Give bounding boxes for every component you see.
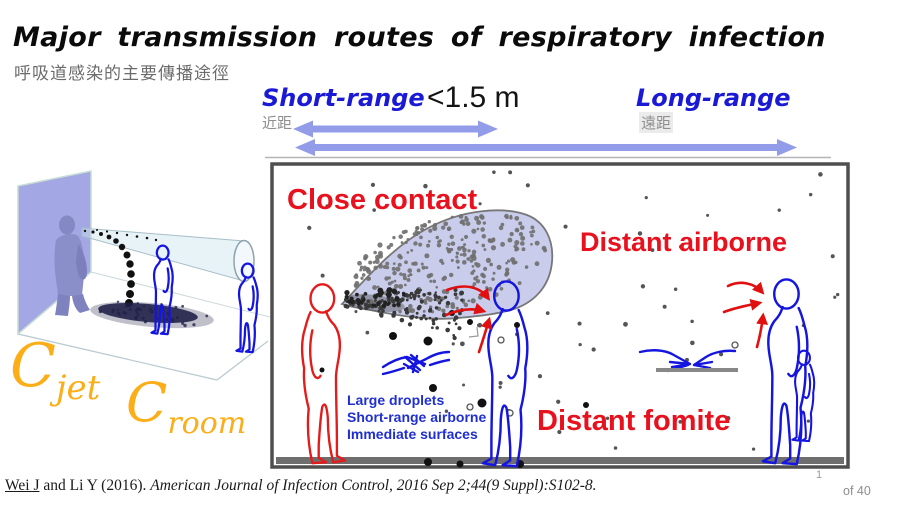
short-range-label-chinese: 近距 <box>262 115 293 132</box>
jet-room-illustration <box>17 170 271 381</box>
exhalation-cone <box>81 227 255 283</box>
citation: Wei J and Li Y (2016). American Journal … <box>5 477 597 494</box>
distant-airborne-label: Distant airborne <box>580 227 788 257</box>
slide-subtitle-chinese: 呼吸道感染的主要傳播途徑 <box>14 64 230 83</box>
short-range-mechanisms: Large droplets Short-range airborne Imme… <box>347 392 486 443</box>
mechanism-item: Short-range airborne <box>347 409 487 425</box>
short-range-arrow <box>293 120 498 138</box>
close-contact-label: Close contact <box>287 184 478 216</box>
long-range-label-chinese: 遠距 <box>639 112 674 133</box>
exposure-arrows <box>444 281 769 354</box>
room-frame <box>270 162 850 469</box>
fomite-surface <box>656 368 738 372</box>
mechanism-item: Large droplets <box>347 392 445 408</box>
handshake-icon <box>381 350 451 376</box>
slide-title: Major transmission routes of respiratory… <box>13 22 826 53</box>
citation-author-link: Wei J <box>5 477 40 494</box>
short-range-label: Short-range <box>262 84 425 112</box>
long-range-arrow <box>295 139 797 156</box>
floor-splash <box>90 301 214 329</box>
c-jet-label: Cjet <box>10 331 101 408</box>
long-range-label: Long-range <box>636 84 791 112</box>
mechanism-item: Immediate surfaces <box>347 426 478 442</box>
page-number: 1 <box>816 469 823 481</box>
droplet-trajectory <box>83 229 158 307</box>
purple-person <box>54 215 90 316</box>
c-room-label: Croom <box>126 371 247 441</box>
distance-note: <1.5 m <box>427 81 520 114</box>
distant-fomite-label: Distant fomite <box>537 405 731 437</box>
page-total: of 40 <box>843 484 871 498</box>
room-floor <box>276 457 844 464</box>
